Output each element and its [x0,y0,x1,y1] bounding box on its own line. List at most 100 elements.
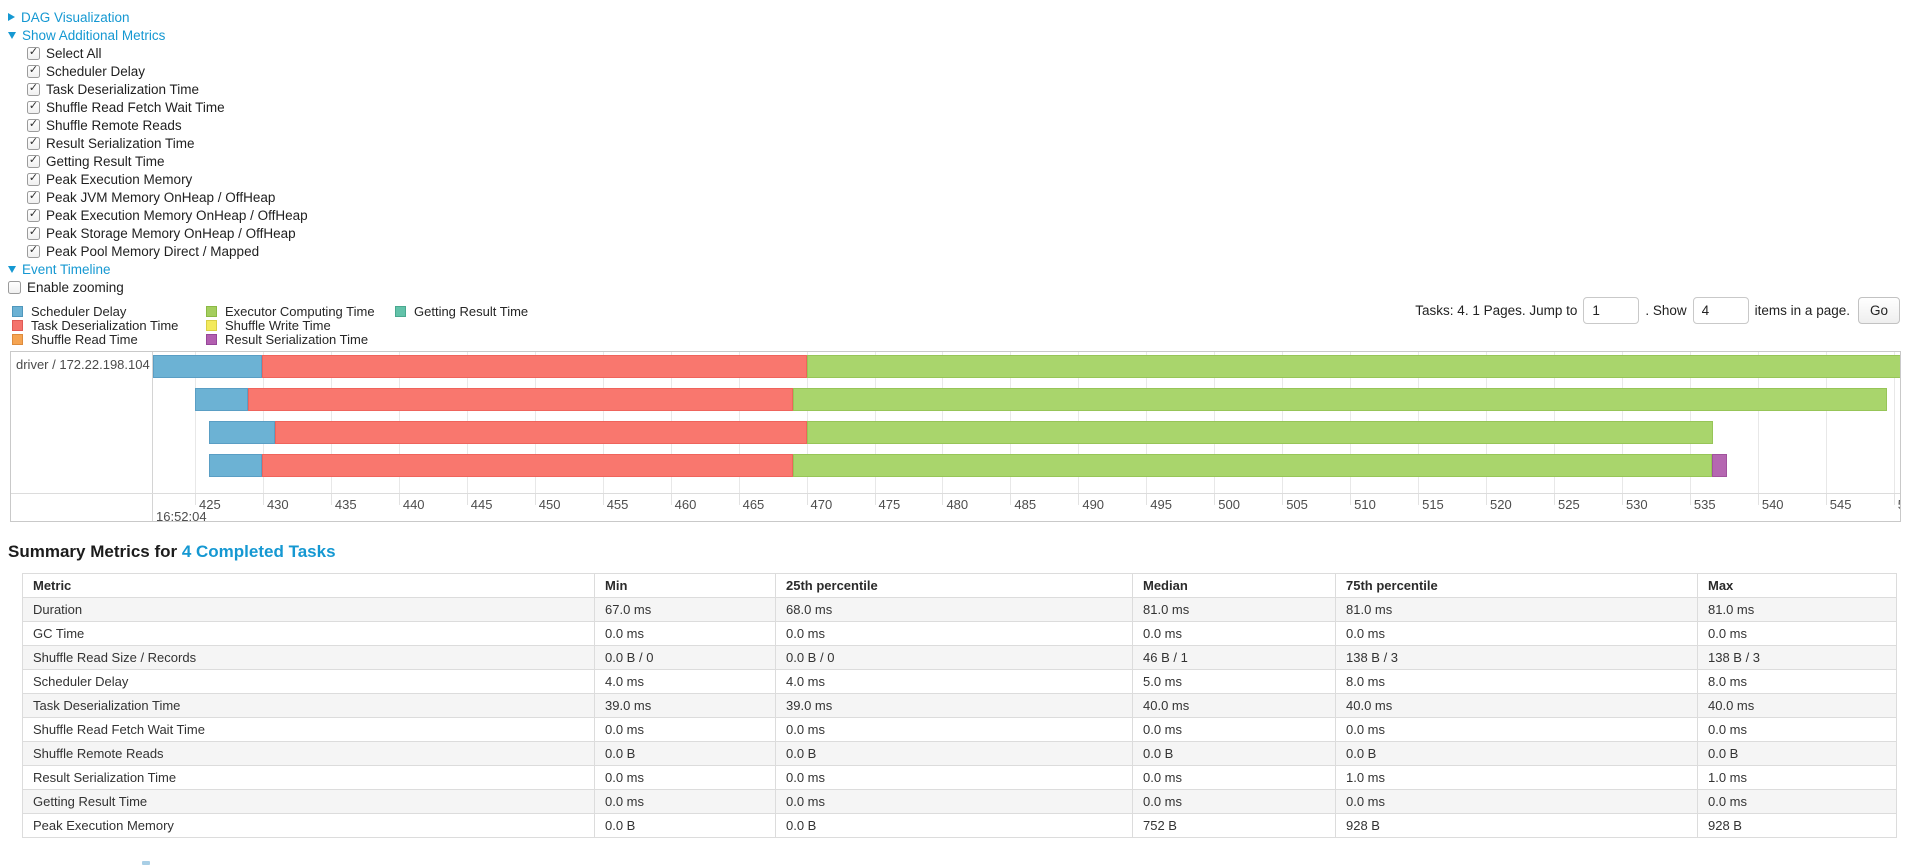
dag-visualization-toggle[interactable]: DAG Visualization [8,8,308,26]
metric-checkbox-row[interactable]: Peak JVM Memory OnHeap / OffHeap [8,188,308,206]
metric-checkbox-row[interactable]: Peak Execution Memory [8,170,308,188]
metric-value-cell: 928 B [1335,813,1698,838]
metric-checkbox[interactable] [27,64,40,78]
task-bar-segment-scheduler-delay[interactable] [208,421,276,444]
axis-tick-label: 450 [538,497,561,512]
summary-table-row: Duration 67.0 ms 68.0 ms 81.0 ms 81.0 ms 81.0… [22,597,1897,622]
metric-checkbox-label: Result Serialization Time [46,135,195,151]
task-bar-segment-result-serialization[interactable] [1711,454,1727,477]
metric-value-cell: 8.0 ms [1697,669,1897,694]
metric-value-cell: 46 B / 1 [1132,645,1336,670]
axis-tick [1621,493,1623,505]
task-bar-segment-task-deserialization[interactable] [275,421,807,444]
summary-table-body: Duration 67.0 ms 68.0 ms 81.0 ms 81.0 ms 81.0… [22,597,1897,838]
task-bar-segment-scheduler-delay[interactable] [153,355,262,378]
metric-checkbox-label: Scheduler Delay [46,63,146,79]
metric-checkbox[interactable] [27,118,40,132]
task-bar-segment-task-deserialization[interactable] [261,355,807,378]
task-bar-segment-scheduler-delay[interactable] [195,388,248,411]
metric-value-cell: 138 B / 3 [1697,645,1897,670]
metric-value-cell: 0.0 B / 0 [594,645,776,670]
metric-value-cell: 0.0 ms [1335,789,1698,814]
metric-value-cell: 39.0 ms [594,693,776,718]
axis-tick [1146,493,1148,505]
metric-checkbox-label: Shuffle Read Fetch Wait Time [46,99,225,115]
metric-checkbox-label: Select All [46,45,102,61]
metric-checkbox[interactable] [27,190,40,204]
metric-checkbox-row[interactable]: Peak Pool Memory Direct / Mapped [8,242,308,260]
axis-tick-label: 465 [742,497,765,512]
axis-tick [330,493,332,505]
metric-value-cell: 1.0 ms [1697,765,1897,790]
task-bar-segment-scheduler-delay[interactable] [208,454,262,477]
metric-value-cell: 68.0 ms [775,597,1133,622]
summary-column-header: Min [594,573,776,598]
metric-checkbox[interactable] [27,208,40,222]
metric-checkbox[interactable] [27,100,40,114]
metric-value-cell: 81.0 ms [1697,597,1897,622]
axis-tick-label: 490 [1082,497,1105,512]
task-bar-segment-executor-computing[interactable] [806,355,1900,378]
metric-checkbox-row[interactable]: Scheduler Delay [8,62,308,80]
metric-checkbox-row[interactable]: Peak Storage Memory OnHeap / OffHeap [8,224,308,242]
metric-checkbox[interactable] [27,244,40,258]
tasks-count-text: Tasks: 4. 1 Pages. Jump to [1415,303,1578,318]
metric-value-cell: 0.0 ms [1132,789,1336,814]
metric-checkbox[interactable] [27,82,40,96]
axis-tick [602,493,604,505]
metric-name-cell: Shuffle Read Fetch Wait Time [22,717,595,742]
show-additional-metrics-toggle[interactable]: Show Additional Metrics [8,26,308,44]
axis-tick-label: 495 [1150,497,1172,512]
axis-tick [1282,493,1284,505]
axis-tick [1689,493,1691,505]
legend-swatch-icon [12,319,23,331]
axis-tick [534,493,536,505]
event-timeline-toggle[interactable]: Event Timeline [8,260,308,278]
task-bar-segment-executor-computing[interactable] [792,388,1887,411]
axis-tick-label: 535 [1693,497,1716,512]
metric-checkbox-row[interactable]: Result Serialization Time [8,134,308,152]
metric-checkbox-row[interactable]: Task Deserialization Time [8,80,308,98]
metric-value-cell: 81.0 ms [1132,597,1336,622]
metric-checkbox-row[interactable]: Select All [8,44,308,62]
metric-checkbox-label: Getting Result Time [46,153,165,169]
metric-checkbox-row[interactable]: Shuffle Remote Reads [8,116,308,134]
enable-zooming-row[interactable]: Enable zooming [8,278,308,296]
legend-item: Getting Result Time [395,304,528,319]
task-bar-segment-task-deserialization[interactable] [261,454,793,477]
metric-checkbox[interactable] [27,136,40,150]
completed-tasks-link[interactable]: 4 Completed Tasks [181,542,336,561]
show-text: . Show [1645,303,1687,318]
metric-value-cell: 0.0 ms [1697,717,1897,742]
metric-value-cell: 0.0 ms [594,789,776,814]
enable-zooming-checkbox[interactable] [8,280,21,294]
task-bar-segment-executor-computing[interactable] [792,454,1712,477]
task-bar-segment-task-deserialization[interactable] [248,388,793,411]
go-button[interactable]: Go [1857,297,1900,324]
metric-checkbox-row[interactable]: Getting Result Time [8,152,308,170]
metric-value-cell: 67.0 ms [594,597,776,622]
axis-tick-label: 545 [1829,497,1852,512]
summary-table-row: Result Serialization Time 0.0 ms 0.0 ms 0.0… [22,765,1897,790]
summary-column-header: 25th percentile [775,573,1133,598]
axis-tick-label: 525 [1558,497,1580,512]
metric-checkbox[interactable] [27,226,40,240]
metric-checkbox[interactable] [27,172,40,186]
metric-checkbox-row[interactable]: Shuffle Read Fetch Wait Time [8,98,308,116]
legend-item: Scheduler Delay [12,304,206,319]
items-per-page-input[interactable] [1692,297,1749,324]
timeline-plot-area: 425 430 435 440 445 450 455 460 465 470 475 480 485 4… [153,352,1900,521]
axis-tick-label: 520 [1490,497,1512,512]
metric-value-cell: 4.0 ms [594,669,776,694]
jump-to-page-input[interactable] [1583,297,1640,324]
timeline-group-column: driver / 172.22.198.104 [11,352,153,521]
metric-checkbox[interactable] [27,46,40,60]
event-timeline-link[interactable]: Event Timeline [22,261,111,277]
task-bar-segment-executor-computing[interactable] [806,421,1713,444]
metric-name-cell: Shuffle Remote Reads [22,741,595,766]
show-additional-metrics-link[interactable]: Show Additional Metrics [22,27,166,43]
axis-tick-label: 440 [402,497,425,512]
metric-checkbox[interactable] [27,154,40,168]
metric-checkbox-row[interactable]: Peak Execution Memory OnHeap / OffHeap [8,206,308,224]
dag-visualization-link[interactable]: DAG Visualization [21,9,130,25]
